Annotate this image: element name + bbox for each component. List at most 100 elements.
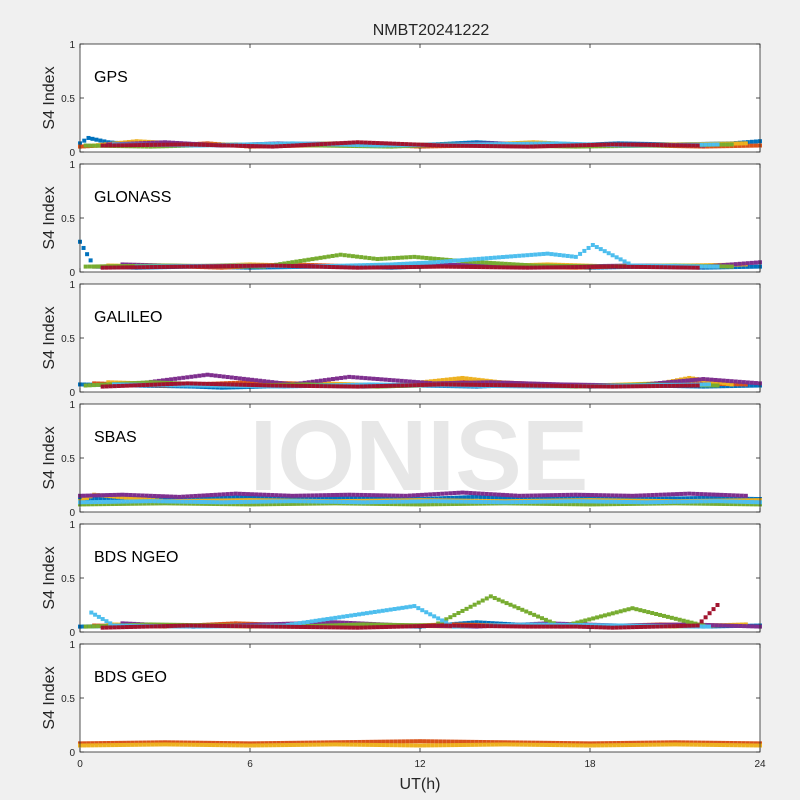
data-point [610, 264, 615, 269]
data-point [533, 144, 538, 149]
data-point [424, 255, 429, 260]
data-point [742, 624, 747, 629]
data-point [501, 383, 506, 388]
data-point [282, 141, 287, 146]
data-point [280, 502, 285, 507]
data-point [614, 264, 619, 269]
data-point [95, 264, 100, 269]
data-point [733, 383, 738, 388]
data-point [325, 499, 330, 504]
data-point [359, 375, 364, 380]
data-point [528, 381, 533, 386]
data-point [318, 499, 323, 504]
data-point [367, 256, 372, 261]
data-point [541, 141, 546, 146]
data-point [697, 377, 702, 382]
data-point [545, 493, 550, 498]
data-point [189, 381, 194, 386]
data-point [517, 265, 522, 270]
data-point [168, 499, 173, 504]
data-point [359, 492, 364, 497]
data-point [201, 493, 206, 498]
data-point [614, 384, 619, 389]
data-point [563, 496, 568, 501]
data-point [460, 375, 465, 380]
data-point [270, 141, 275, 146]
data-point [153, 142, 158, 147]
data-point [361, 495, 366, 500]
data-point [578, 265, 583, 270]
data-point [492, 255, 497, 260]
data-point [444, 259, 449, 264]
data-point [468, 257, 473, 262]
data-point [347, 140, 352, 145]
data-point [383, 377, 388, 382]
data-point [233, 491, 238, 496]
data-point [154, 501, 159, 506]
data-point [248, 494, 252, 499]
data-point [412, 142, 417, 147]
data-point [169, 142, 174, 147]
data-point [243, 502, 248, 507]
data-point [554, 141, 558, 146]
data-point [296, 496, 301, 501]
y-axis-label: S4 Index [41, 186, 58, 249]
data-point [582, 143, 587, 148]
data-point [250, 144, 255, 149]
data-point [217, 374, 222, 379]
data-point [730, 499, 735, 504]
data-point [242, 263, 247, 268]
data-point [274, 499, 279, 504]
data-point [384, 383, 388, 388]
data-point [319, 142, 324, 147]
data-point [345, 500, 350, 505]
data-point [181, 381, 186, 386]
data-point [646, 493, 651, 498]
data-point [369, 262, 374, 267]
data-point [492, 380, 497, 385]
data-point [185, 264, 190, 269]
data-point [327, 264, 332, 269]
data-point [404, 499, 409, 504]
data-point [420, 382, 425, 387]
data-point [481, 144, 486, 149]
data-point [115, 494, 120, 499]
data-point [598, 493, 603, 498]
data-point [91, 624, 96, 629]
data-point [108, 265, 113, 270]
data-point [533, 383, 538, 388]
series [78, 499, 762, 505]
data-point [458, 501, 463, 506]
data-point [214, 382, 218, 387]
data-point [355, 143, 360, 148]
data-point [432, 256, 437, 261]
data-point [313, 620, 318, 625]
data-point [199, 499, 204, 504]
data-point [530, 499, 535, 504]
data-point [250, 492, 255, 497]
data-point [679, 265, 684, 270]
data-point [292, 501, 297, 506]
data-point [676, 499, 681, 504]
data-point [246, 143, 251, 148]
data-point [272, 495, 277, 500]
data-point [505, 493, 510, 498]
data-point [132, 493, 137, 498]
data-point [725, 142, 730, 147]
data-point [209, 493, 214, 498]
data-point [426, 502, 431, 507]
data-point [298, 493, 303, 498]
data-point [562, 143, 567, 148]
data-point [154, 140, 159, 145]
data-point [218, 143, 223, 148]
data-point [383, 493, 388, 498]
data-point [709, 377, 714, 382]
data-point [144, 499, 149, 504]
data-point [505, 144, 510, 149]
data-point [306, 493, 311, 498]
data-point [711, 499, 716, 504]
data-point [444, 264, 449, 269]
data-point [412, 254, 417, 259]
data-point [335, 492, 340, 497]
data-point [446, 495, 451, 500]
